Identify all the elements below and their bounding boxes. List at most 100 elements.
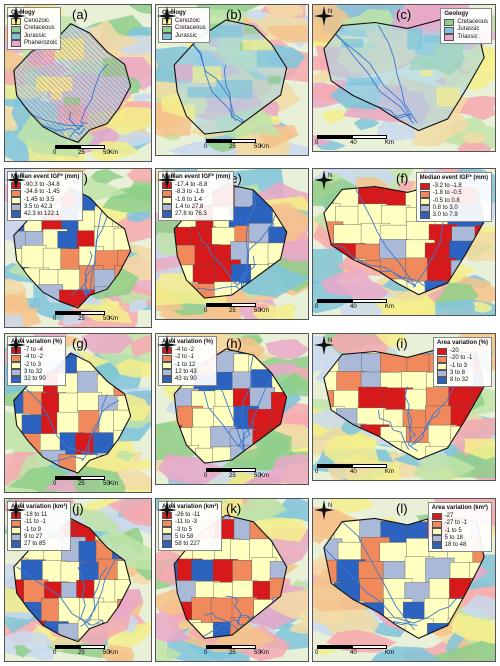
legend-swatch [436, 362, 447, 370]
scale-tick-label: 25 [229, 308, 236, 314]
legend-swatch [436, 369, 447, 377]
legend-entry-label: 5 to 18 [444, 534, 463, 541]
legend-entry-label: -8.3 to -1.6 [175, 189, 205, 196]
north-arrow-icon: N [157, 335, 177, 355]
scale-tick-label: 0 [53, 150, 57, 156]
scale-segment [231, 139, 256, 143]
scale-segment [55, 645, 80, 649]
legend-entry-label: 18 to 48 [444, 542, 467, 549]
legend-entry: 0.8 to 3.0 [419, 204, 488, 212]
legend-swatch [162, 368, 172, 376]
legend-title: Geology [444, 11, 469, 17]
legend-swatch [11, 203, 21, 211]
legend-entry: -1.45 to 3.5 [11, 197, 79, 204]
scale-tick-label: 0 [204, 473, 208, 479]
scale-tick-label: 0 [53, 481, 57, 487]
scale-tick-label: 40 [350, 304, 357, 310]
scale-bar: 0 25 50 Km [204, 645, 278, 659]
legend-swatch [444, 26, 455, 34]
legend-entry-label: -27 to -1 [444, 520, 467, 527]
legend-entry-label: -1.45 to 3.5 [24, 196, 55, 203]
scale-bar: 0 25 50 Km [204, 468, 278, 482]
legend-swatch [431, 520, 442, 528]
legend-entry-label: 3 to 8 [449, 369, 465, 376]
scale-tick-label: 0 [315, 650, 319, 656]
map-panel-k: (k) Area variation (km²) -26 to -11 -11 to … [155, 498, 309, 662]
legend-swatch [431, 534, 442, 542]
legend-entry: 3 to 32 [11, 369, 62, 376]
legend-entry: -1 to 3 [436, 362, 488, 370]
legend-swatch [162, 32, 172, 40]
scale-tick-label: Km [385, 469, 394, 475]
legend-entry: 3 to 8 [436, 369, 488, 377]
map-panel-a: (a) Geology Cenozoic Cretaceous Jurassic Phan… [4, 4, 152, 162]
legend-entry-label: Jurassic [457, 26, 480, 33]
map-panel-j: (j) Area variation (km²) -18 to 11 -11 to -… [4, 498, 152, 662]
north-label: N [171, 9, 175, 15]
scale-bar: 0 40 Km [315, 645, 409, 659]
legend-entry-label: -26 to -11 [175, 512, 201, 519]
legend-swatch [419, 204, 430, 212]
legend-swatch [11, 376, 21, 384]
legend-swatch [444, 33, 455, 41]
legend-entry-label: -2 to 3 [24, 361, 42, 368]
scale-unit: Km [109, 481, 118, 487]
legend-swatch [419, 190, 430, 198]
legend-entry-label: 42.3 to 122.1 [24, 211, 60, 218]
scale-tick-label: 50 [254, 650, 261, 656]
legend-entry: Jurassic [162, 33, 206, 40]
legend-title: Area variation (%) [436, 340, 488, 346]
scale-tick-label: 25 [78, 481, 85, 487]
legend-entry-label: Cretaceous [457, 19, 488, 26]
legend-entry: -20 [436, 348, 488, 356]
legend-entry: 27.8 to 76.3 [162, 211, 230, 219]
legend-entry: -0.5 to 0.8 [419, 197, 488, 205]
scale-tick-label: 0 [204, 308, 208, 314]
legend-entry: -3 to 5 [162, 527, 218, 534]
legend-entry: Jurassic [11, 33, 57, 40]
north-label: N [171, 503, 175, 509]
legend-entry: 3.0 to 7.9 [419, 212, 488, 220]
scale-tick-label: 50 [103, 650, 110, 656]
legend-swatch [419, 197, 430, 205]
scale-tick-label: 0 [204, 650, 208, 656]
scale-segment [80, 311, 105, 315]
legend-title: Area variation (km²) [431, 505, 488, 511]
legend-entry: 5 to 58 [162, 534, 218, 541]
scale-tick-label: 50 [103, 481, 110, 487]
legend-entry: 32 to 90 [11, 376, 62, 384]
scale-bar: 0 25 50 Km [53, 145, 127, 159]
legend-entry-label: -1 to 9 [24, 526, 42, 533]
legend-swatch [419, 183, 430, 191]
panel-label: (a) [72, 7, 88, 22]
panel-label: (b) [226, 7, 242, 22]
legend-entry-label: -1.6 to 1.4 [175, 196, 203, 203]
legend-entry: Jurassic [444, 26, 488, 34]
legend-entry-label: Jurassic [24, 32, 47, 39]
legend-entry: -3.2 to -1.8 [419, 183, 488, 191]
map-legend: Median event IGF* (mm) -17.4 to -8.8 -8.3 … [158, 171, 235, 222]
panel-label: (h) [226, 336, 242, 351]
legend-entry-label: Phanerozoic [24, 39, 58, 46]
scale-segment [352, 645, 387, 649]
legend-entry: -1 to 12 [162, 362, 213, 369]
legend-swatch [11, 32, 21, 40]
legend-entry-label: 32 to 90 [24, 376, 46, 383]
legend-swatch [11, 533, 21, 541]
north-arrow-icon: N [6, 335, 26, 355]
north-arrow-icon: N [157, 500, 177, 520]
legend-entry: 43 to 90 [162, 376, 213, 384]
legend-title: Area variation (km²) [162, 504, 219, 510]
scale-tick-label: 50 [103, 316, 110, 322]
scale-tick-label: 40 [350, 650, 357, 656]
legend-entry-label: -1 to 3 [449, 362, 467, 369]
scale-tick-label: 50 [103, 150, 110, 156]
legend-entry: -1.8 to -0.5 [419, 190, 488, 198]
legend-entry-label: 27 to 85 [24, 541, 46, 548]
scale-segment [317, 645, 352, 649]
legend-entry-label: 5 to 58 [175, 533, 194, 540]
north-arrow-icon: N [6, 6, 26, 26]
map-panel-c: (c) Geology Cretaceous Jurassic Triassic N 0 40… [312, 4, 496, 152]
north-label: N [171, 338, 175, 344]
